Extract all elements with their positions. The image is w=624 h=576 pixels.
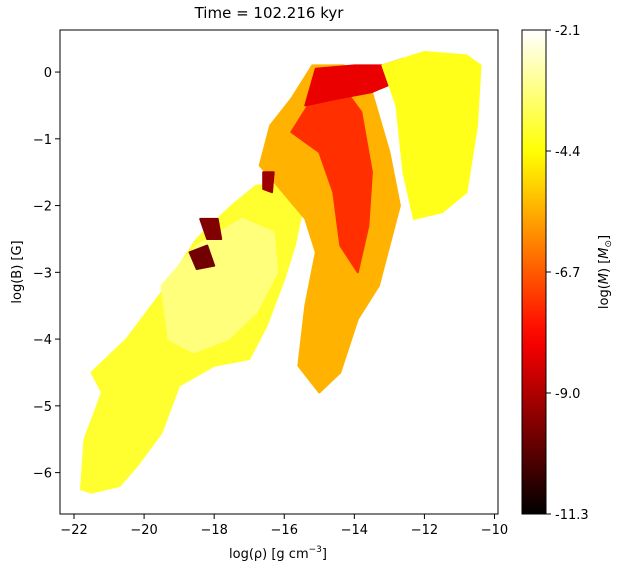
x-tick-label: −18 <box>200 523 227 538</box>
region-right-yellow-plume <box>381 51 482 220</box>
colorbar-tick-label: -9.0 <box>555 387 580 402</box>
x-tick-label: −12 <box>411 523 438 538</box>
colorbar-tick-label: -2.1 <box>555 24 580 39</box>
colorbar <box>521 29 547 515</box>
y-tick-label: −5 <box>33 400 52 415</box>
y-tick-label: 0 <box>44 66 52 81</box>
y-axis: 0 −1 −2 −3 −4 −5 −6 <box>33 66 60 482</box>
y-tick-label: −1 <box>33 133 52 148</box>
colorbar-tick-label: -4.4 <box>555 145 580 160</box>
y-axis-label: log(B) [G] <box>10 240 25 303</box>
x-axis: −22 −20 −18 −16 −14 −12 −10 <box>60 514 508 538</box>
chart-title: Time = 102.216 kyr <box>194 4 345 22</box>
colorbar-tick-label: -6.7 <box>555 266 580 281</box>
x-axis-label: log(ρ) [g cm−3] <box>229 545 327 562</box>
y-tick-label: −4 <box>33 333 52 348</box>
colorbar-axis: -2.1 -4.4 -6.7 -9.0 -11.3 <box>546 24 589 523</box>
colorbar-tick-label: -11.3 <box>555 508 589 523</box>
region-dark-clump-3 <box>262 171 275 194</box>
region-dark-clump-2 <box>188 244 216 270</box>
colorbar-label: log(M) [M⊙] <box>597 235 614 309</box>
x-tick-label: −16 <box>271 523 298 538</box>
x-tick-label: −22 <box>60 523 87 538</box>
x-tick-label: −10 <box>481 523 508 538</box>
y-tick-label: −2 <box>33 200 52 215</box>
data-point-cloud <box>80 51 482 494</box>
region-red-filament-band <box>290 77 373 274</box>
y-tick-label: −3 <box>33 266 52 281</box>
x-tick-label: −20 <box>130 523 157 538</box>
x-tick-label: −14 <box>341 523 368 538</box>
region-dark-clump-1 <box>199 217 223 240</box>
y-tick-label: −6 <box>33 467 52 482</box>
